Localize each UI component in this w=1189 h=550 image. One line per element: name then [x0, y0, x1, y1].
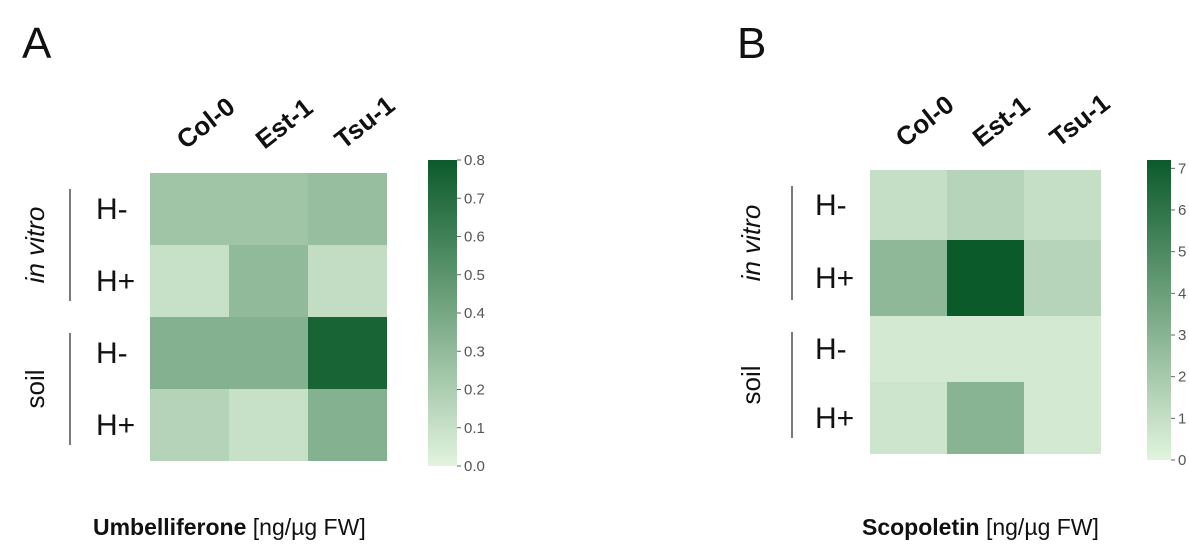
colorbar-tick-label: 1	[1178, 410, 1186, 427]
caption-a: Umbelliferone [ng/µg FW]	[93, 514, 366, 541]
caption-b: Scopoletin [ng/µg FW]	[862, 514, 1099, 541]
heatmap-cell	[870, 382, 947, 454]
colorbar-tick-label: 7	[1178, 160, 1186, 177]
panel-letter-a: A	[22, 19, 52, 68]
heatmap-cell	[947, 240, 1024, 316]
heatmap-cell	[229, 389, 308, 461]
heatmap-cell	[1024, 240, 1101, 316]
caption-b-compound: Scopoletin	[862, 514, 980, 540]
colorbar-gradient-b	[1147, 160, 1171, 460]
group-label: soil	[736, 365, 766, 404]
heatmap-cell	[870, 316, 947, 382]
heatmap-cell	[947, 382, 1024, 454]
heatmap-cell	[150, 245, 229, 317]
heatmap-cell	[947, 316, 1024, 382]
column-labels-a: Col-0 Est-1 Tsu-1	[171, 90, 401, 155]
caption-b-unit: [ng/µg FW]	[979, 514, 1099, 540]
row-label: H+	[815, 402, 854, 435]
group-label: in vitro	[736, 205, 766, 282]
row-labels-a: H- H+ H- H+	[96, 193, 135, 442]
column-label: Tsu-1	[1044, 88, 1116, 153]
column-label: Col-0	[890, 89, 960, 153]
caption-a-unit: [ng/µg FW]	[246, 514, 366, 540]
colorbar-tick-label: 0.7	[464, 190, 485, 207]
row-label: H-	[815, 189, 847, 222]
colorbar-tick-label: 3	[1178, 327, 1186, 344]
heatmap-cell	[1024, 316, 1101, 382]
heatmap-cell	[1024, 170, 1101, 240]
column-label: Col-0	[171, 91, 241, 155]
heatmap-cell	[870, 240, 947, 316]
column-label: Est-1	[967, 90, 1036, 153]
caption-a-compound: Umbelliferone	[93, 514, 247, 540]
column-label: Est-1	[250, 92, 319, 155]
heatmap-cell	[150, 317, 229, 389]
heatmap-cell	[308, 173, 387, 245]
row-label: H-	[96, 337, 128, 370]
colorbar-tick-label: 0.6	[464, 229, 485, 246]
row-labels-b: H- H+ H- H+	[815, 189, 854, 435]
heatmap-cell	[229, 317, 308, 389]
heatmap-cells-b	[870, 170, 1101, 454]
group-label: soil	[20, 369, 50, 408]
group-labels-b: in vitro soil	[736, 186, 793, 438]
heatmap-cell	[150, 389, 229, 461]
colorbar-tick-label: 0.1	[464, 420, 485, 437]
colorbar-tick-label: 0	[1178, 452, 1186, 469]
colorbar-a: 0.0 0.1 0.2 0.3 0.4 0.5 0.6 0.7 0.8	[428, 152, 485, 475]
heatmap-cell	[1024, 382, 1101, 454]
heatmap-cell	[870, 170, 947, 240]
colorbar-tick-label: 5	[1178, 244, 1186, 261]
group-label: in vitro	[20, 207, 50, 284]
column-label: Tsu-1	[329, 90, 401, 155]
colorbar-b: 0 1 2 3 4 5 6 7	[1147, 160, 1186, 469]
colorbar-gradient-a	[428, 160, 457, 466]
colorbar-tick-label: 0.5	[464, 267, 485, 284]
colorbar-tick-label: 0.4	[464, 305, 485, 322]
colorbar-tick-label: 6	[1178, 202, 1186, 219]
colorbar-tick-label: 0.2	[464, 382, 485, 399]
row-label: H+	[96, 265, 135, 298]
panel-letter-b: B	[737, 19, 766, 68]
colorbar-tick-label: 2	[1178, 369, 1186, 386]
heatmap-cell	[308, 245, 387, 317]
heatmap-cells-a	[150, 173, 387, 461]
column-labels-b: Col-0 Est-1 Tsu-1	[890, 88, 1116, 153]
group-labels-a: in vitro soil	[20, 189, 71, 445]
heatmap-cell	[229, 173, 308, 245]
heatmap-cell	[150, 173, 229, 245]
row-label: H+	[815, 262, 854, 295]
colorbar-tick-label: 0.8	[464, 152, 485, 169]
heatmap-cell	[308, 317, 387, 389]
colorbar-tick-label: 0.0	[464, 458, 485, 475]
colorbar-tick-label: 4	[1178, 285, 1186, 302]
row-label: H-	[815, 333, 847, 366]
row-label: H-	[96, 193, 128, 226]
heatmap-cell	[308, 389, 387, 461]
colorbar-tick-label: 0.3	[464, 343, 485, 360]
heatmap-cell	[947, 170, 1024, 240]
heatmap-panel-b: B Col-0 Est-1 Tsu-1 H-H+H-H+ in vitrosoil …	[736, 19, 1186, 469]
heatmap-panel-a: A Col-0 Est-1 Tsu-1 H-H+H-H+ in vitrosoil …	[20, 19, 485, 475]
heatmap-cell	[229, 245, 308, 317]
row-label: H+	[96, 409, 135, 442]
